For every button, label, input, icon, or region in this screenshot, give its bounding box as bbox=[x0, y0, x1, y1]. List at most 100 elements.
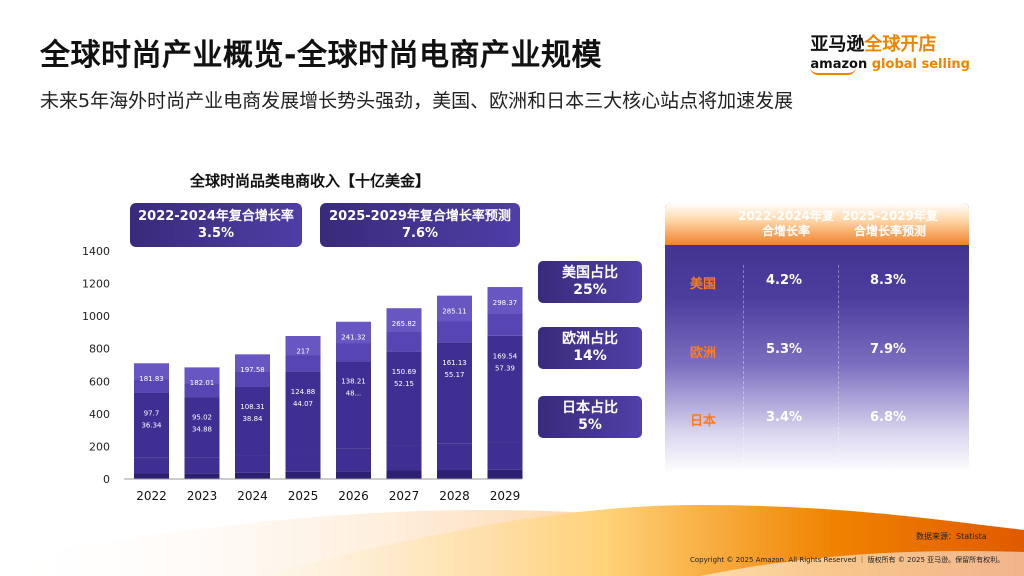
data-label-japan: 34.88 bbox=[192, 426, 212, 434]
eu-cagr-fcst: 7.9% bbox=[869, 342, 907, 357]
y-tick-label: 0 bbox=[103, 473, 110, 486]
revenue-bar-chart: 0 200 400 600 800 1000 1200 1400 181.83 97.7 36.3… bbox=[82, 245, 523, 503]
share-us-value: 25% bbox=[573, 282, 607, 298]
bar-segment-japan bbox=[285, 471, 321, 479]
growth-table-header bbox=[665, 203, 969, 245]
x-tick-label: 2024 bbox=[237, 489, 268, 503]
copyright-footer: Copyright © 2025 Amazon. All Rights Rese… bbox=[690, 556, 1005, 564]
data-label-us: 217 bbox=[296, 348, 309, 356]
growth-table-panel bbox=[665, 203, 969, 473]
page-title: 全球时尚产业概览-全球时尚电商产业规模 bbox=[40, 38, 602, 73]
x-tick-label: 2028 bbox=[439, 489, 470, 503]
bar-segment-japan bbox=[235, 472, 270, 479]
data-label-europe: 161.13 bbox=[442, 359, 467, 367]
x-tick-label: 2026 bbox=[338, 489, 369, 503]
region-eu: 欧洲 bbox=[690, 346, 717, 361]
logo-cn-black: 亚马逊 bbox=[810, 34, 865, 55]
share-eu-label: 欧洲占比 bbox=[562, 331, 618, 347]
bar-segment-europe bbox=[184, 457, 220, 474]
data-label-us: 241.32 bbox=[341, 334, 366, 342]
cagr-2022-2024-badge: 2022-2024年复合增长率 3.5% bbox=[130, 203, 302, 247]
data-label-japan: 38.84 bbox=[242, 415, 263, 423]
data-label-japan: 57.39 bbox=[495, 364, 515, 372]
bar-top-highlight bbox=[487, 287, 523, 314]
page-subtitle: 未来5年海外时尚产业电商发展增长势头强劲，美国、欧洲和日本三大核心站点将加速发展 bbox=[40, 90, 794, 112]
bar-segment-europe bbox=[235, 455, 270, 473]
growth-col2-header: 2025-2029年复合增长率预测 bbox=[842, 209, 938, 238]
amazon-global-selling-logo: 亚马逊全球开店 amazon global selling bbox=[810, 30, 970, 75]
bar-top-highlight bbox=[184, 367, 220, 384]
data-label-us: 197.58 bbox=[240, 366, 265, 374]
y-tick-label: 600 bbox=[89, 375, 110, 388]
bar-top-highlight bbox=[386, 308, 422, 333]
data-label-us: 285.11 bbox=[442, 307, 467, 315]
data-label-japan: 52.15 bbox=[394, 380, 414, 388]
y-tick-label: 400 bbox=[89, 408, 110, 421]
jp-cagr-fcst: 6.8% bbox=[869, 410, 907, 425]
bar-top-highlight bbox=[134, 363, 169, 380]
x-tick-label: 2027 bbox=[389, 489, 420, 503]
share-us-label: 美国占比 bbox=[562, 265, 618, 281]
data-label-japan: 48... bbox=[346, 390, 362, 398]
bar-segment-europe bbox=[386, 445, 422, 471]
bar-segment-japan bbox=[386, 470, 422, 479]
y-tick-label: 200 bbox=[89, 440, 110, 453]
y-tick-label: 1000 bbox=[82, 310, 110, 323]
data-label-japan: 44.07 bbox=[293, 400, 313, 408]
data-label-europe: 124.88 bbox=[291, 388, 316, 396]
bar-top-highlight bbox=[336, 321, 371, 344]
region-jp: 日本 bbox=[690, 414, 717, 429]
us-cagr-hist: 4.2% bbox=[765, 273, 803, 288]
bar-segment-europe bbox=[487, 442, 523, 470]
chart-title: 全球时尚品类电商收入【十亿美金】 bbox=[189, 172, 430, 190]
jp-cagr-hist: 3.4% bbox=[765, 410, 803, 425]
data-source: 数据来源：Statista bbox=[916, 532, 987, 541]
data-label-europe: 169.54 bbox=[493, 352, 518, 360]
bar-top-highlight bbox=[285, 336, 321, 356]
column-divider bbox=[838, 265, 839, 465]
cagr-fcst-value: 7.6% bbox=[401, 226, 439, 241]
bar-segment-japan bbox=[336, 471, 371, 479]
data-label-japan: 55.17 bbox=[444, 371, 464, 379]
y-tick-label: 1200 bbox=[82, 278, 110, 291]
share-eu-value: 14% bbox=[573, 348, 607, 364]
logo-en-orange: global selling bbox=[871, 57, 970, 72]
bar-segment-other bbox=[134, 392, 169, 458]
growth-col1-header: 2022-2024年复合增长率 bbox=[738, 209, 834, 238]
bar-segment-europe bbox=[336, 448, 371, 472]
x-tick-label: 2023 bbox=[187, 489, 218, 503]
bar-top-highlight bbox=[235, 354, 270, 373]
data-label-europe: 138.21 bbox=[341, 378, 366, 386]
bar-segment-europe bbox=[437, 443, 472, 471]
bar-segment-europe bbox=[134, 457, 169, 474]
us-cagr-fcst: 8.3% bbox=[869, 273, 907, 288]
data-label-europe: 97.7 bbox=[144, 410, 160, 418]
bar-segment-other bbox=[487, 335, 523, 443]
bar-segment-other bbox=[184, 397, 220, 458]
data-label-us: 298.37 bbox=[493, 299, 518, 307]
bar-segment-other bbox=[437, 342, 472, 444]
bar-segment-europe bbox=[285, 451, 321, 472]
bar-segment-japan bbox=[437, 470, 472, 479]
eu-cagr-hist: 5.3% bbox=[765, 342, 803, 357]
y-tick-label: 800 bbox=[89, 343, 110, 356]
share-jp-value: 5% bbox=[578, 417, 602, 433]
x-tick-label: 2029 bbox=[490, 489, 521, 503]
bar-segment-japan bbox=[487, 469, 523, 479]
x-tick-label: 2022 bbox=[136, 489, 167, 503]
share-jp-badge: 日本占比 5% bbox=[538, 396, 642, 438]
share-jp-label: 日本占比 bbox=[562, 400, 618, 416]
cagr-hist-label: 2022-2024年复合增长率 bbox=[138, 209, 294, 224]
share-us-badge: 美国占比 25% bbox=[538, 261, 642, 303]
bar-segment-japan bbox=[184, 473, 220, 479]
data-label-europe: 95.02 bbox=[192, 414, 212, 422]
bar-segment-other bbox=[235, 386, 270, 456]
x-tick-label: 2025 bbox=[288, 489, 319, 503]
column-divider bbox=[743, 265, 744, 465]
cagr-2025-2029-badge: 2025-2029年复合增长率预测 7.6% bbox=[320, 203, 520, 247]
logo-cn-orange: 全球开店 bbox=[864, 34, 937, 55]
bar-segment-other bbox=[386, 351, 422, 446]
bar-segment-other bbox=[285, 371, 321, 452]
bar-segment-other bbox=[336, 361, 371, 449]
